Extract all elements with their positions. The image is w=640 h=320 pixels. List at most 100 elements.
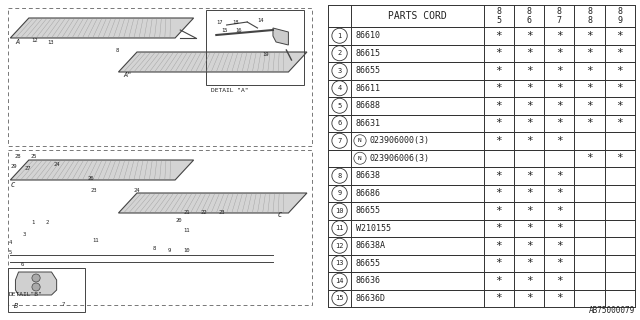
Text: 17: 17 bbox=[216, 20, 223, 25]
Bar bbox=[328, 97, 351, 115]
Bar bbox=[514, 44, 544, 62]
Text: 15: 15 bbox=[335, 295, 344, 301]
Text: *: * bbox=[586, 83, 593, 93]
Text: *: * bbox=[525, 101, 532, 111]
Text: *: * bbox=[525, 206, 532, 216]
Text: 86686: 86686 bbox=[356, 189, 381, 198]
Bar bbox=[351, 132, 484, 149]
Text: 2: 2 bbox=[45, 220, 49, 226]
Bar bbox=[484, 149, 514, 167]
Bar bbox=[484, 44, 514, 62]
Bar bbox=[514, 132, 544, 149]
Text: 8: 8 bbox=[587, 16, 592, 25]
Text: A": A" bbox=[124, 72, 132, 78]
Bar bbox=[574, 97, 605, 115]
Bar bbox=[605, 272, 635, 290]
Text: 23: 23 bbox=[218, 211, 225, 215]
Bar bbox=[574, 27, 605, 44]
Bar bbox=[484, 79, 514, 97]
Text: 1: 1 bbox=[337, 33, 342, 39]
Bar bbox=[328, 237, 351, 254]
Text: *: * bbox=[556, 171, 563, 181]
Text: *: * bbox=[616, 118, 623, 128]
Text: 24: 24 bbox=[134, 188, 140, 193]
Bar bbox=[574, 290, 605, 307]
Text: 86610: 86610 bbox=[356, 31, 381, 40]
Text: 86655: 86655 bbox=[356, 259, 381, 268]
Text: 86631: 86631 bbox=[356, 119, 381, 128]
Text: 8: 8 bbox=[496, 7, 501, 16]
Text: 86638A: 86638A bbox=[356, 241, 386, 250]
Bar bbox=[351, 254, 484, 272]
Text: 7: 7 bbox=[557, 16, 562, 25]
Text: 13: 13 bbox=[47, 39, 54, 44]
Text: 24: 24 bbox=[54, 163, 60, 167]
Text: *: * bbox=[495, 66, 502, 76]
Bar bbox=[328, 220, 351, 237]
Bar bbox=[574, 272, 605, 290]
Text: 8: 8 bbox=[115, 47, 118, 52]
Bar bbox=[544, 5, 574, 27]
Text: C: C bbox=[278, 212, 282, 218]
Text: 7: 7 bbox=[337, 138, 342, 144]
Bar bbox=[328, 202, 351, 220]
Bar bbox=[605, 62, 635, 79]
Bar bbox=[484, 237, 514, 254]
Bar bbox=[605, 167, 635, 185]
Bar bbox=[328, 185, 351, 202]
Bar bbox=[605, 79, 635, 97]
Bar bbox=[484, 220, 514, 237]
Text: *: * bbox=[525, 83, 532, 93]
Bar bbox=[574, 149, 605, 167]
Text: 86655: 86655 bbox=[356, 66, 381, 75]
Bar bbox=[328, 149, 351, 167]
Text: *: * bbox=[495, 276, 502, 286]
Text: 18: 18 bbox=[233, 20, 239, 25]
Text: *: * bbox=[616, 66, 623, 76]
Text: 4: 4 bbox=[337, 85, 342, 91]
Bar bbox=[484, 115, 514, 132]
Bar bbox=[8, 268, 86, 312]
Bar bbox=[328, 220, 635, 237]
Polygon shape bbox=[10, 160, 194, 180]
Bar bbox=[351, 97, 484, 115]
Bar bbox=[574, 79, 605, 97]
Bar bbox=[605, 149, 635, 167]
Bar bbox=[328, 62, 635, 79]
Text: *: * bbox=[525, 31, 532, 41]
Bar bbox=[514, 185, 544, 202]
Bar bbox=[574, 185, 605, 202]
Text: B: B bbox=[15, 303, 19, 309]
Text: 26: 26 bbox=[88, 175, 94, 180]
Bar bbox=[328, 79, 635, 97]
Bar bbox=[605, 185, 635, 202]
Text: *: * bbox=[525, 188, 532, 198]
Bar bbox=[574, 44, 605, 62]
Bar bbox=[605, 97, 635, 115]
Bar bbox=[605, 44, 635, 62]
Text: 19: 19 bbox=[262, 52, 269, 58]
Text: *: * bbox=[556, 136, 563, 146]
Bar bbox=[605, 5, 635, 27]
Bar bbox=[514, 272, 544, 290]
Text: 12: 12 bbox=[31, 37, 37, 43]
Text: *: * bbox=[586, 101, 593, 111]
Bar bbox=[351, 290, 484, 307]
Text: *: * bbox=[525, 223, 532, 233]
Bar bbox=[328, 132, 351, 149]
Bar bbox=[351, 149, 484, 167]
Text: AB75000079: AB75000079 bbox=[589, 306, 635, 315]
Text: *: * bbox=[495, 136, 502, 146]
Polygon shape bbox=[118, 193, 307, 213]
Bar bbox=[484, 167, 514, 185]
Text: 20: 20 bbox=[175, 218, 182, 222]
Text: 8: 8 bbox=[527, 7, 531, 16]
Text: 14: 14 bbox=[257, 18, 264, 22]
Bar bbox=[484, 272, 514, 290]
Text: *: * bbox=[616, 48, 623, 58]
Bar bbox=[514, 167, 544, 185]
Bar bbox=[351, 202, 484, 220]
Bar bbox=[574, 167, 605, 185]
Text: 023906000(3): 023906000(3) bbox=[369, 136, 429, 145]
Text: 86615: 86615 bbox=[356, 49, 381, 58]
